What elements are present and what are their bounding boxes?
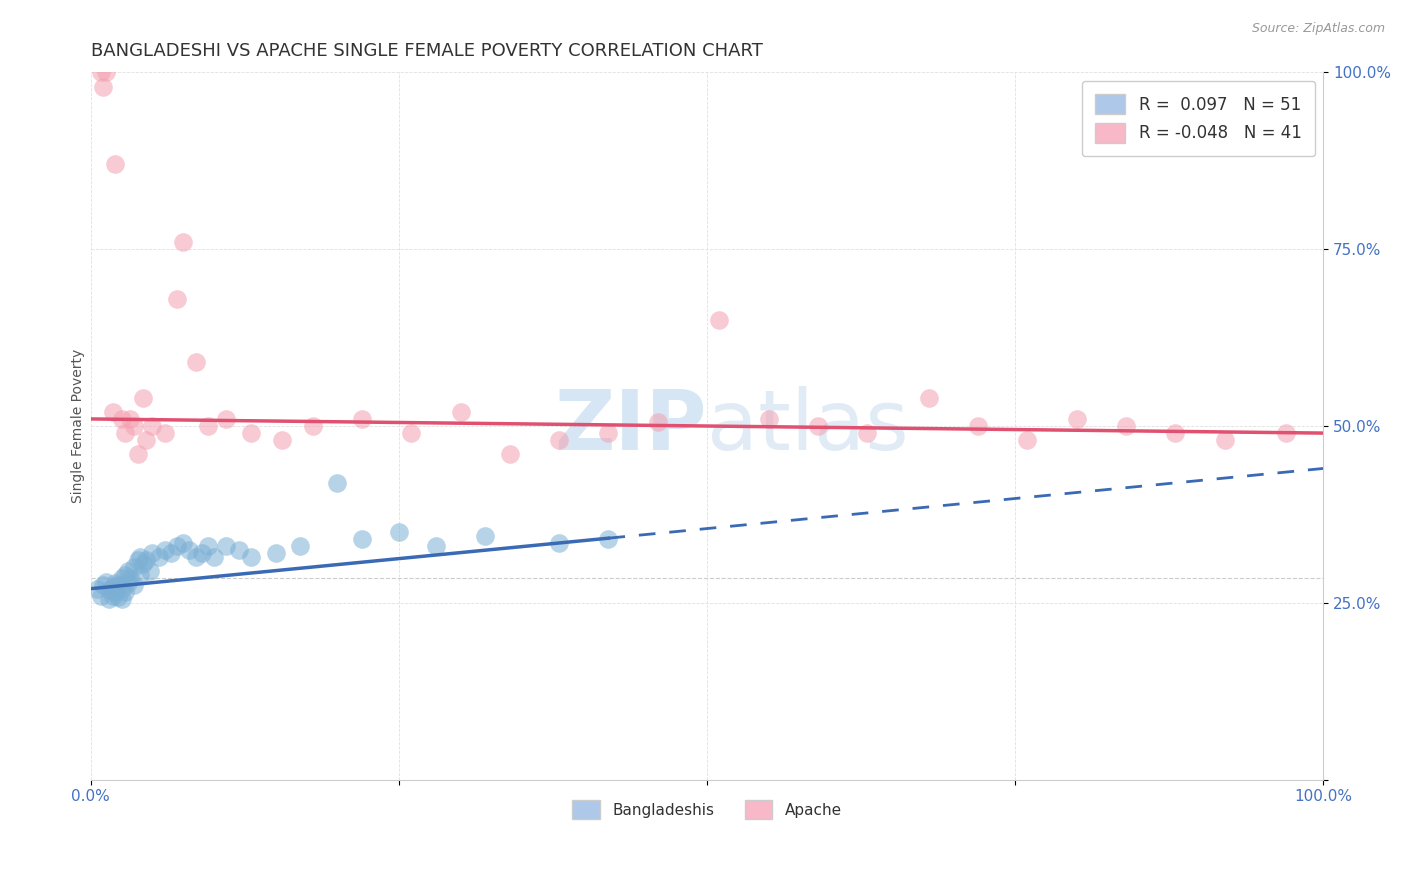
Text: BANGLADESHI VS APACHE SINGLE FEMALE POVERTY CORRELATION CHART: BANGLADESHI VS APACHE SINGLE FEMALE POVE… (91, 42, 762, 60)
Point (129, 567, 152, 582)
Point (202, 549, 225, 564)
Point (101, 580, 124, 594)
Point (1066, 412, 1088, 426)
Point (91, 79, 114, 94)
Point (450, 405, 472, 419)
Point (86, 582, 108, 596)
Point (1017, 433, 1039, 447)
Point (1275, 426, 1298, 441)
Point (172, 235, 194, 249)
Point (548, 433, 571, 447)
Point (117, 576, 139, 591)
Point (326, 475, 349, 490)
Point (98, 583, 121, 598)
Point (1213, 433, 1236, 447)
Point (350, 412, 373, 426)
Point (104, 576, 127, 591)
Point (160, 546, 183, 560)
Point (120, 412, 142, 426)
Point (127, 553, 149, 567)
Point (301, 419, 323, 434)
Point (1115, 419, 1137, 434)
Point (104, 157, 127, 171)
Point (215, 539, 238, 553)
Point (807, 419, 830, 434)
Point (190, 546, 212, 560)
Point (107, 590, 129, 604)
Point (148, 549, 170, 564)
Point (758, 412, 780, 426)
Point (135, 553, 157, 567)
Point (122, 419, 145, 434)
Point (197, 539, 219, 553)
Point (91, 578, 114, 592)
Point (120, 571, 142, 585)
Point (240, 549, 263, 564)
Point (388, 525, 411, 540)
Point (598, 532, 620, 546)
Point (240, 426, 263, 441)
Point (548, 535, 571, 549)
Point (856, 426, 879, 441)
Point (153, 426, 176, 441)
Point (101, 405, 124, 419)
Point (166, 539, 188, 553)
Point (179, 542, 201, 557)
Point (110, 582, 132, 596)
Point (135, 433, 157, 447)
Point (918, 391, 941, 405)
Point (117, 564, 139, 578)
Point (107, 578, 129, 592)
Point (110, 592, 132, 607)
Point (94, 65, 117, 79)
Point (350, 532, 373, 546)
Point (184, 355, 207, 369)
Point (197, 419, 219, 434)
Point (129, 549, 152, 564)
Point (110, 571, 132, 585)
Point (90, 65, 112, 79)
Point (139, 564, 162, 578)
Point (967, 419, 990, 434)
Point (399, 426, 422, 441)
Point (499, 447, 522, 461)
Point (1164, 426, 1187, 441)
Y-axis label: Single Female Poverty: Single Female Poverty (72, 349, 86, 503)
Point (114, 567, 136, 582)
Point (647, 416, 669, 430)
Point (425, 539, 447, 553)
Text: Source: ZipAtlas.com: Source: ZipAtlas.com (1251, 22, 1385, 36)
Point (122, 578, 145, 592)
Point (104, 585, 127, 599)
Text: ZIP: ZIP (554, 385, 707, 467)
Point (114, 426, 136, 441)
Point (153, 542, 176, 557)
Point (127, 447, 149, 461)
Point (131, 391, 153, 405)
Point (114, 585, 136, 599)
Point (270, 433, 292, 447)
Legend: Bangladeshis, Apache: Bangladeshis, Apache (567, 794, 848, 825)
Point (141, 419, 163, 434)
Text: atlas: atlas (707, 385, 908, 467)
Point (98, 592, 121, 607)
Point (184, 549, 207, 564)
Point (131, 557, 153, 571)
Point (166, 292, 188, 306)
Point (141, 546, 163, 560)
Point (101, 589, 124, 603)
Point (90, 589, 112, 603)
Point (172, 535, 194, 549)
Point (122, 560, 145, 574)
Point (215, 412, 238, 426)
Point (474, 528, 496, 542)
Point (264, 546, 287, 560)
Point (598, 426, 620, 441)
Point (290, 539, 312, 553)
Point (94, 574, 117, 589)
Point (110, 412, 132, 426)
Point (709, 313, 731, 327)
Point (228, 542, 250, 557)
